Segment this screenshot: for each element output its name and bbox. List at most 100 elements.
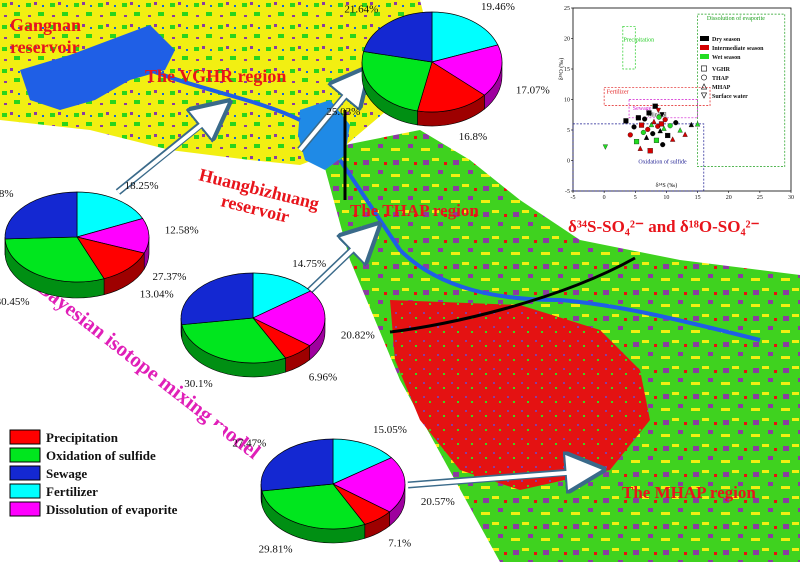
pie-slice-oxidation: [361, 51, 433, 112]
pie-label-oxidation: 29.81%: [259, 544, 293, 556]
region-box: [697, 13, 786, 167]
pie-label-fertilizer: 15.05%: [373, 424, 407, 436]
scatter-point: [637, 145, 643, 151]
pie-label-precipitation: 16.8%: [459, 131, 487, 143]
scatter-point: [646, 110, 652, 116]
season-label: Dry season: [712, 37, 741, 43]
region-label: Oxidation of sulfide: [638, 159, 687, 166]
scatter-point: [648, 121, 655, 128]
legend-label-oxidation: Oxidation of sulfide: [46, 448, 156, 463]
region-box: [603, 86, 711, 106]
legend-box: [5, 425, 223, 521]
thap-label: The THAP region: [350, 201, 479, 220]
gangnan-label-2: reservoir: [10, 37, 80, 57]
legend-swatch-fertilizer: [9, 483, 41, 499]
scatter-point: [627, 132, 633, 138]
marker-label: VGHR: [712, 67, 731, 73]
marker-symbol: [701, 65, 707, 72]
scatter-point: [673, 120, 679, 126]
marker-label: Surface water: [712, 94, 748, 100]
region-box: [628, 99, 698, 119]
x-tick-label: 0: [603, 195, 606, 201]
season-label: Wet season: [712, 55, 741, 61]
pie-label-oxidation: 30.45%: [0, 296, 29, 308]
pie-label-sewage: 27.47%: [232, 437, 266, 449]
y-tick-label: 25: [564, 6, 570, 12]
gangnan-label: Gangnan: [10, 15, 81, 35]
legend-swatch-evaporite: [9, 501, 41, 517]
isotope-scatter-inset: -5 0 5 10 15 20 25 30 -5 0 5 10 15 20 25 δ³⁴S (‰) δ¹⁸O (…: [555, 2, 797, 207]
scatter-point: [656, 114, 662, 120]
pie-charts: 19.46% 17.07% 16.8% 25.03% 21.64% 18.25% 12.58…: [0, 1, 550, 556]
x-tick-label: 10: [663, 195, 669, 201]
scatter-point: [688, 121, 694, 128]
marker-symbol: [700, 92, 708, 99]
marker-label: THAP: [712, 76, 729, 82]
scatter-point: [638, 122, 645, 128]
pie-slice-sewage: [4, 191, 78, 240]
pie-slice-fertilizer: [431, 11, 499, 63]
scatter-point: [651, 118, 657, 125]
pie-chart-thap: 14.75% 20.82% 6.96% 30.1% 27.37%: [153, 258, 375, 390]
season-swatch: [700, 36, 709, 41]
scatter-point: [633, 139, 640, 145]
pie-label-evaporite: 20.82%: [341, 330, 375, 342]
x-axis-label: δ³⁴S (‰): [656, 182, 678, 189]
pie-slice-evaporite: [431, 44, 503, 96]
region-box: [622, 25, 636, 70]
pie-chart-mhap: 15.05% 20.57% 7.1% 29.81% 27.47%: [232, 424, 454, 556]
link-arrows: [115, 72, 598, 487]
pie-slice-sewage: [180, 272, 254, 326]
legend-swatch-oxidation: [9, 447, 41, 463]
pie-label-oxidation: 25.03%: [326, 106, 360, 118]
pie-label-sewage: 27.37%: [153, 271, 187, 283]
thap-mhap-boundary: [389, 256, 636, 334]
scatter-point: [670, 136, 676, 142]
x-tick-label: 30: [788, 195, 794, 201]
x-tick-label: 5: [634, 195, 637, 201]
scatter-point: [660, 142, 666, 148]
pie-slice-precipitation: [76, 236, 145, 280]
pie-slice-sewage: [363, 11, 433, 63]
mhap-label: The MHAP region: [622, 483, 756, 502]
pie-slice-evaporite: [75, 218, 150, 254]
pie-label-fertilizer: 18.25%: [125, 180, 159, 192]
pie-label-evaporite: 12.58%: [165, 224, 199, 236]
vghr-label: The VGHR region: [145, 66, 286, 86]
scatter-point: [665, 132, 671, 139]
huangbizhuang-reservoir-water: [298, 100, 350, 170]
marker-symbol: [700, 83, 708, 90]
pie-label-precipitation: 13.04%: [140, 288, 174, 300]
scatter-point: [661, 125, 667, 131]
arrow-mhap-inner: [407, 469, 593, 487]
scatter-point: [659, 112, 665, 118]
y-tick-label: 20: [564, 37, 570, 43]
x-tick-label: -5: [571, 195, 576, 201]
region-label: Dissolution of evaporite: [707, 15, 765, 22]
scatter-point: [640, 129, 646, 135]
scatter-point: [623, 118, 629, 124]
x-tick-label: 20: [726, 195, 732, 201]
pie-label-precipitation: 7.1%: [388, 538, 411, 550]
pie-chart-vghr: 19.46% 17.07% 16.8% 25.03% 21.64%: [326, 1, 549, 143]
pie-label-fertilizer: 14.75%: [292, 258, 326, 270]
pie-slice-fertilizer: [252, 272, 312, 319]
pie-label-oxidation: 30.1%: [184, 378, 212, 390]
scatter-point: [631, 124, 637, 130]
scatter-point: [694, 121, 701, 127]
pie-slice-oxidation: [261, 483, 366, 530]
legend-swatch-precipitation: [9, 429, 41, 445]
scatter-point: [658, 121, 664, 127]
pie-label-evaporite: 17.07%: [516, 84, 550, 96]
scatter-point: [647, 148, 653, 154]
scatter-point: [643, 134, 650, 140]
pie-label-sewage: 21.64%: [344, 4, 378, 16]
scatter-point: [645, 126, 651, 132]
region-label: Fertilizer: [607, 89, 629, 95]
x-tick-label: 15: [695, 195, 701, 201]
scatter-point: [653, 137, 660, 143]
scatter-point: [677, 127, 683, 133]
inset-background: [555, 2, 797, 207]
pie-slice-sewage: [260, 438, 334, 492]
region-label: Sewage: [633, 106, 652, 112]
